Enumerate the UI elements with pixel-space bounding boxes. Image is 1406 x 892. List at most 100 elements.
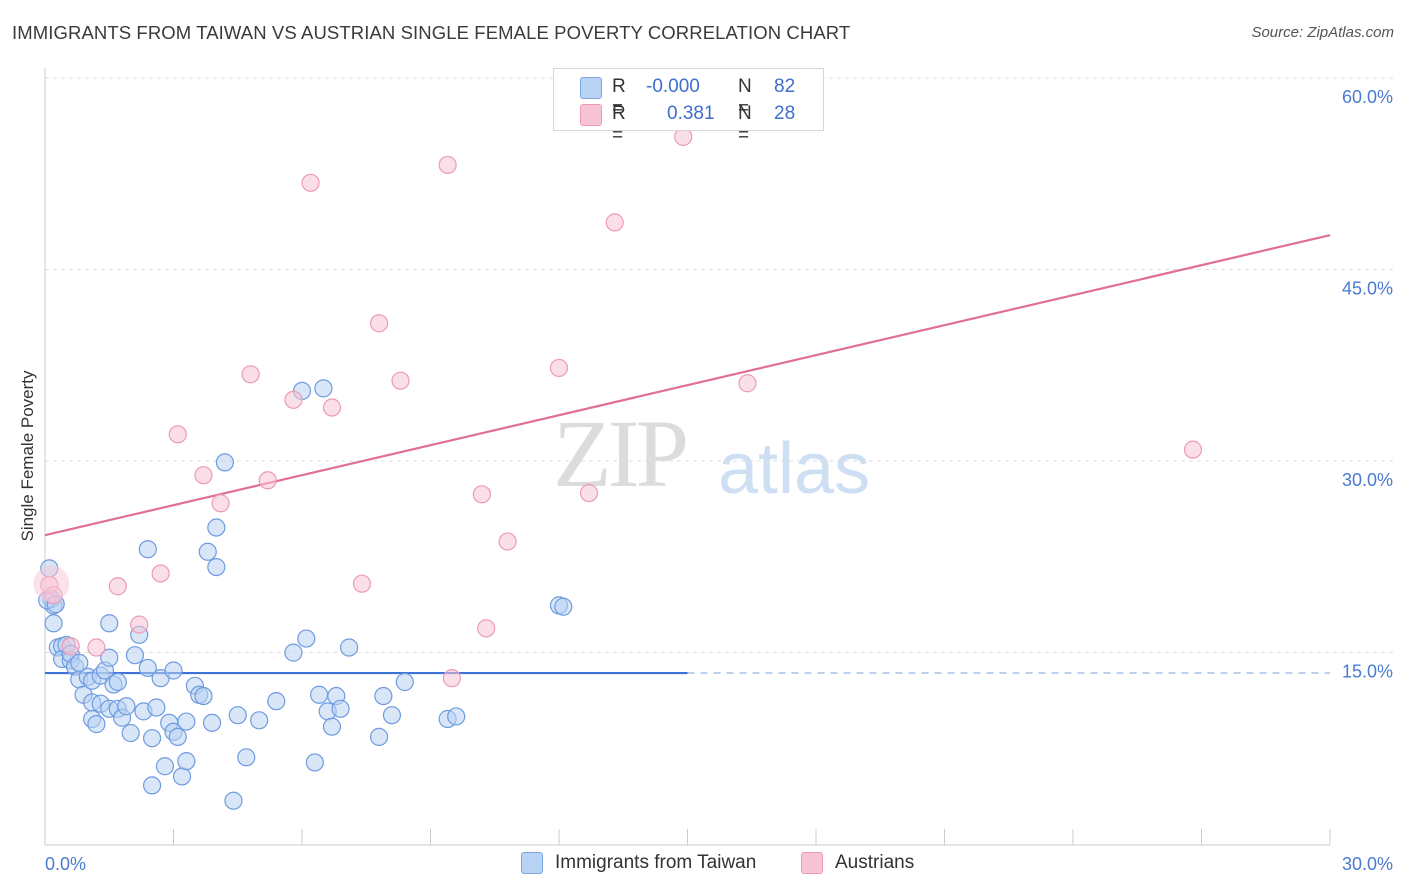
point-taiwan xyxy=(87,715,106,734)
y-tick-label: 30.0% xyxy=(1342,470,1393,490)
point-austrians xyxy=(87,638,106,657)
point-taiwan xyxy=(284,643,303,662)
trend-line-austrians xyxy=(44,234,1331,537)
point-austrians xyxy=(477,619,496,638)
point-taiwan xyxy=(108,672,127,692)
point-taiwan xyxy=(310,685,329,704)
point-austrians xyxy=(322,398,342,417)
point-austrians-cluster xyxy=(33,565,70,602)
point-taiwan xyxy=(155,757,175,776)
legend-swatch-pink xyxy=(801,852,823,874)
point-taiwan xyxy=(121,723,140,743)
point-taiwan xyxy=(177,752,196,771)
y-tick-label: 45.0% xyxy=(1342,279,1393,299)
point-taiwan xyxy=(314,379,333,398)
point-taiwan xyxy=(138,658,157,678)
point-taiwan xyxy=(100,614,119,633)
point-austrians xyxy=(605,213,624,232)
point-taiwan xyxy=(164,661,183,680)
point-austrians xyxy=(258,471,277,490)
point-taiwan xyxy=(194,686,213,706)
legend-swatch-blue xyxy=(580,77,602,99)
point-taiwan xyxy=(374,686,393,706)
point-taiwan xyxy=(44,614,63,633)
point-austrians xyxy=(108,577,127,596)
point-taiwan xyxy=(177,712,196,731)
point-taiwan xyxy=(138,540,157,559)
legend-r-value: -0.000 xyxy=(646,76,700,97)
series-legend: Immigrants from Taiwan Austrians xyxy=(0,852,1406,878)
legend-item-austrians[interactable]: Austrians xyxy=(801,852,914,874)
point-taiwan xyxy=(305,753,324,772)
point-taiwan xyxy=(125,646,145,665)
point-austrians xyxy=(738,374,757,393)
point-austrians xyxy=(151,564,170,583)
point-taiwan xyxy=(237,748,256,767)
point-austrians xyxy=(438,155,457,175)
point-taiwan xyxy=(322,717,342,736)
point-austrians xyxy=(549,358,569,378)
point-taiwan xyxy=(224,791,243,810)
point-taiwan xyxy=(554,597,573,616)
point-austrians xyxy=(211,494,230,513)
point-taiwan xyxy=(142,776,162,795)
legend-item-taiwan[interactable]: Immigrants from Taiwan xyxy=(521,852,756,874)
point-austrians xyxy=(442,669,462,688)
x-tick-label-max: 30.0% xyxy=(1342,854,1393,874)
tick-labels: 15.0% 30.0% 45.0% 60.0% 0.0% 30.0% xyxy=(45,87,1393,874)
legend-label-taiwan: Immigrants from Taiwan xyxy=(555,852,757,873)
point-taiwan xyxy=(207,557,226,577)
point-taiwan xyxy=(142,729,162,748)
point-austrians xyxy=(352,574,372,593)
point-taiwan xyxy=(172,767,192,786)
data-points xyxy=(33,127,1203,810)
point-austrians xyxy=(472,485,491,504)
watermark-zip: ZIP xyxy=(553,400,689,507)
point-austrians xyxy=(241,365,260,384)
legend-n-label: N = xyxy=(738,76,752,119)
point-taiwan xyxy=(370,727,389,746)
point-austrians xyxy=(391,371,410,390)
point-taiwan xyxy=(202,713,222,732)
legend-r-label: R = xyxy=(612,103,626,146)
correlation-legend: R = -0.000 N = 82 R = 0.381 N = 28 xyxy=(553,68,824,146)
watermark-atlas: atlas xyxy=(718,429,871,509)
legend-r-label: R = xyxy=(612,76,626,119)
chart-title: IMMIGRANTS FROM TAIWAN VS AUSTRIAN SINGL… xyxy=(12,22,851,43)
point-taiwan xyxy=(215,453,234,472)
legend-n-label: N = xyxy=(738,103,752,146)
point-austrians xyxy=(498,532,517,551)
x-tick-label-min: 0.0% xyxy=(45,854,86,874)
source-label: Source: ZipAtlas.com xyxy=(1251,24,1394,41)
point-taiwan xyxy=(207,518,226,537)
point-taiwan xyxy=(395,672,414,692)
point-taiwan xyxy=(250,711,269,730)
point-austrians xyxy=(1183,440,1203,459)
point-austrians xyxy=(579,483,599,503)
legend-n-value: 28 xyxy=(774,103,796,124)
point-austrians xyxy=(194,466,213,485)
point-taiwan xyxy=(267,692,286,711)
point-austrians xyxy=(130,615,149,634)
point-taiwan xyxy=(331,699,350,718)
point-taiwan xyxy=(447,707,466,726)
point-taiwan xyxy=(340,638,359,657)
point-taiwan xyxy=(382,706,402,725)
legend-n-value: 82 xyxy=(774,76,796,97)
point-taiwan xyxy=(100,648,119,667)
legend-swatch-pink xyxy=(580,104,602,126)
y-tick-label: 60.0% xyxy=(1342,87,1393,107)
legend-swatch-blue xyxy=(521,852,543,874)
axes xyxy=(44,68,1331,846)
y-axis-label: Single Female Poverty xyxy=(18,370,37,542)
point-taiwan xyxy=(228,706,247,725)
point-austrians xyxy=(61,637,80,656)
point-austrians xyxy=(284,390,303,409)
point-austrians xyxy=(301,173,320,192)
point-taiwan xyxy=(198,542,217,561)
point-taiwan xyxy=(117,697,136,716)
point-austrians xyxy=(370,314,389,333)
point-taiwan xyxy=(297,629,316,648)
point-austrians xyxy=(168,425,187,444)
